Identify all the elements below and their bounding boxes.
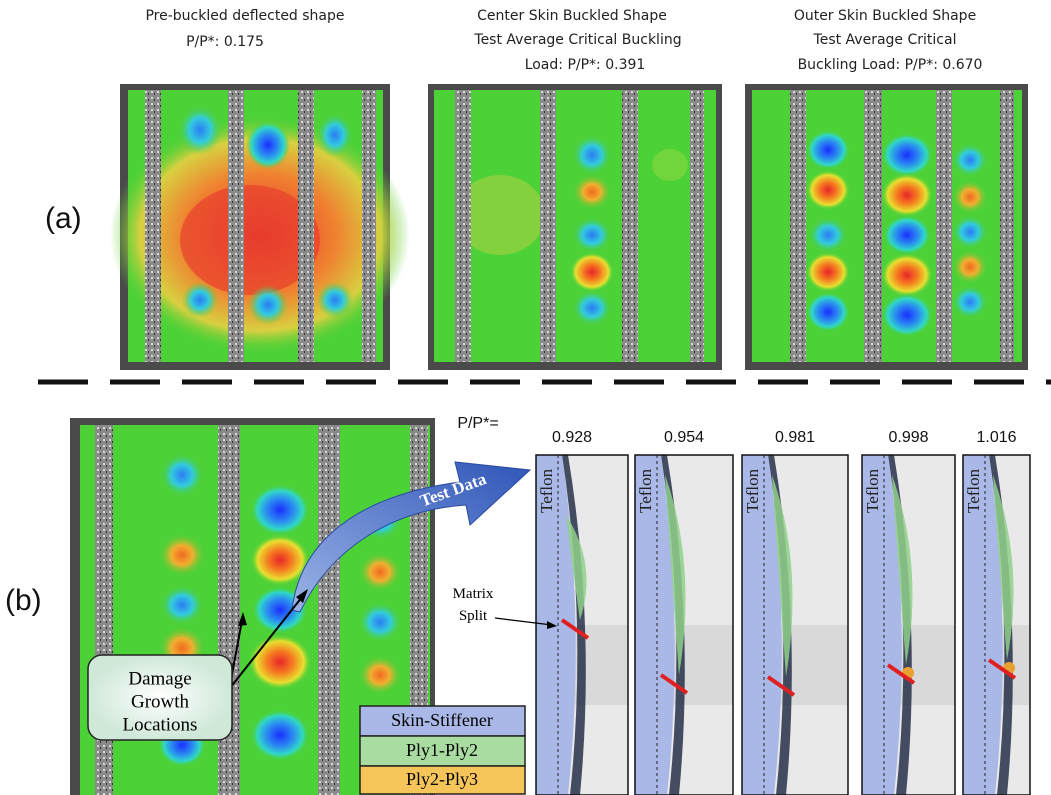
panel-title: Outer Skin Buckled Shape (794, 8, 976, 24)
panel-load: P/P*: 0.175 (186, 34, 264, 50)
callout-text: Matrix (453, 586, 494, 602)
callout-text: Growth (131, 691, 190, 712)
ct-frames: 0.928 Teflon 0.954 Teflon 0.981 Teflon 0.998 Te… (536, 429, 1051, 795)
part-label: (a) (45, 202, 82, 235)
ct-frame: Teflon (963, 455, 1051, 795)
load-value: 1.016 (976, 429, 1016, 446)
frame-label: Teflon (636, 468, 655, 513)
frame-label: Teflon (964, 468, 983, 513)
panel-load: Load: P/P*: 0.391 (525, 57, 646, 73)
panel-load: Buckling Load: P/P*: 0.670 (798, 57, 983, 73)
panel-image (745, 84, 1028, 370)
load-value: 0.954 (664, 429, 704, 446)
legend: Skin-Stiffener Ply1-Ply2 Ply2-Ply3 (360, 706, 525, 794)
panel-title: Pre-buckled deflected shape (145, 8, 344, 24)
panel-title: Center Skin Buckled Shape (477, 8, 667, 24)
panel-image (428, 84, 722, 370)
frame-label: Teflon (743, 468, 762, 513)
ct-frame: Teflon (742, 455, 878, 795)
load-label: P/P*= (457, 415, 498, 432)
frame-label: Teflon (863, 468, 882, 513)
panel-image (110, 84, 410, 370)
load-value: 0.981 (775, 429, 815, 446)
part-label: (b) (5, 584, 42, 617)
callout-text: Damage (128, 668, 191, 689)
legend-label: Ply1-Ply2 (406, 740, 478, 760)
figure: Pre-buckled deflected shape P/P*: 0.175 … (0, 0, 1051, 795)
load-value: 0.998 (888, 429, 928, 446)
frame-label: Teflon (537, 468, 556, 513)
callout-text: Split (459, 608, 488, 624)
callout-text: Locations (123, 714, 198, 735)
legend-label: Ply2-Ply3 (406, 769, 478, 789)
panel-title: Test Average Critical Buckling (473, 32, 681, 48)
panel-title: Test Average Critical (813, 32, 957, 48)
load-value: 0.928 (552, 429, 592, 446)
legend-label: Skin-Stiffener (391, 710, 493, 730)
